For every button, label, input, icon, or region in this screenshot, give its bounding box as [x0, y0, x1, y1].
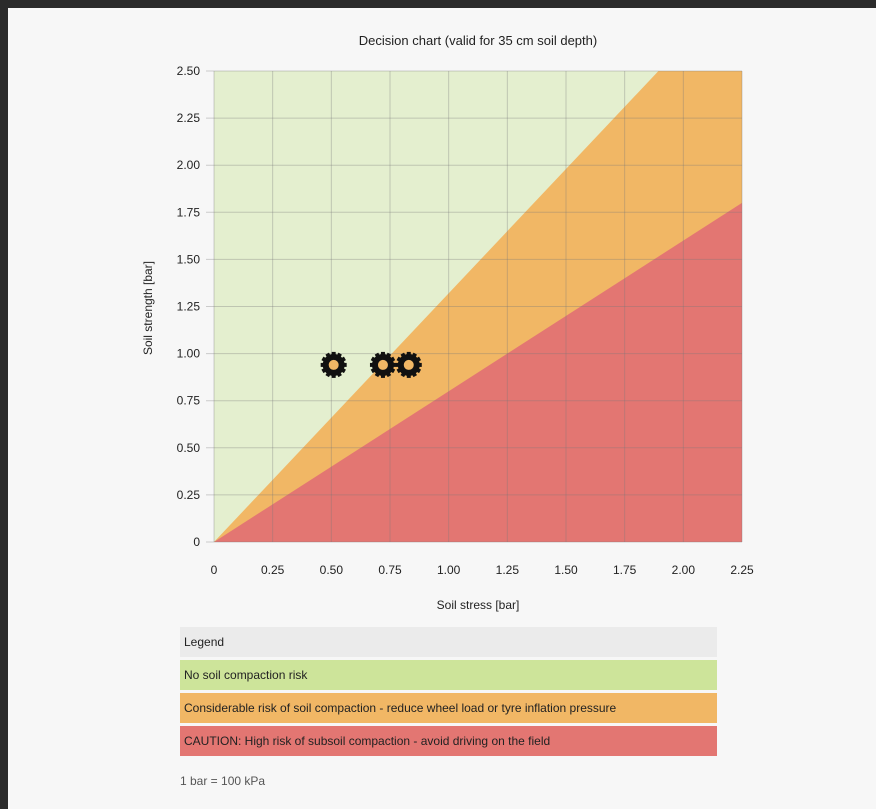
- data-point-tread: [374, 352, 381, 359]
- data-point-tread: [396, 356, 402, 363]
- data-point-tread: [340, 367, 346, 374]
- x-tick-label: 1.75: [613, 563, 637, 577]
- legend-header: Legend: [180, 627, 717, 657]
- data-point-tread: [400, 371, 407, 378]
- x-tick-label: 1.00: [437, 563, 461, 577]
- y-tick-label: 2.00: [177, 158, 201, 172]
- grid-lines: [206, 70, 743, 543]
- data-point-tread: [380, 373, 385, 378]
- data-point-tread: [395, 362, 400, 367]
- legend-row-no-risk: No soil compaction risk: [180, 660, 717, 690]
- data-point: [369, 351, 396, 378]
- data-point-tread: [325, 371, 331, 378]
- y-tick-label: 0.50: [177, 441, 201, 455]
- data-point-tread: [336, 371, 342, 378]
- risk-regions: [214, 71, 742, 542]
- legend-row-high-risk: CAUTION: High risk of subsoil compaction…: [180, 726, 717, 756]
- chart-title: Decision chart (valid for 35 cm soil dep…: [359, 33, 597, 48]
- data-point: [320, 351, 347, 378]
- x-tick-label: 1.25: [496, 563, 520, 577]
- x-tick-label: 0: [211, 563, 218, 577]
- window-frame-left: [0, 0, 8, 809]
- data-point-tread: [389, 356, 396, 363]
- data-point-tread: [380, 351, 385, 356]
- y-tick-label: 0: [193, 535, 200, 549]
- data-point-tread: [325, 352, 331, 359]
- data-point-tread: [385, 352, 392, 359]
- data-point-tread: [406, 351, 411, 356]
- y-axis-ticks: 0 0.25 0.50 0.75 1.00 1.25 1.50 1.75 2.00 2.25 2.5…: [177, 64, 201, 549]
- x-tick-label: 2.25: [730, 563, 754, 577]
- y-tick-label: 0.25: [177, 488, 201, 502]
- data-point: [395, 351, 422, 378]
- data-point-tread: [406, 373, 411, 378]
- data-point-tread: [331, 373, 336, 378]
- data-point-tread: [415, 356, 422, 363]
- y-tick-label: 0.75: [177, 394, 201, 408]
- data-point-tread: [321, 356, 327, 363]
- data-point-tread: [331, 351, 336, 356]
- x-tick-label: 0.75: [378, 563, 402, 577]
- data-point-hub: [328, 359, 339, 370]
- data-point-tread: [417, 362, 422, 367]
- y-tick-label: 1.75: [177, 205, 201, 219]
- window-frame-top: [0, 0, 876, 8]
- data-point-hub: [403, 359, 414, 370]
- data-point-tread: [370, 356, 377, 363]
- y-tick-label: 1.25: [177, 300, 201, 314]
- x-axis-ticks: 0 0.25 0.50 0.75 1.00 1.25 1.50 1.75 2.00 2.25: [211, 563, 754, 577]
- y-tick-label: 1.50: [177, 252, 201, 266]
- data-point-tread: [340, 356, 346, 363]
- data-points: [320, 351, 422, 378]
- x-tick-label: 0.25: [261, 563, 285, 577]
- y-tick-label: 1.00: [177, 347, 201, 361]
- x-tick-label: 0.50: [320, 563, 344, 577]
- data-point-tread: [385, 371, 392, 378]
- data-point-tread: [396, 367, 402, 374]
- y-tick-label: 2.25: [177, 111, 201, 125]
- data-point-tread: [321, 367, 327, 374]
- legend-table: Legend No soil compaction risk Considera…: [180, 627, 717, 759]
- unit-note: 1 bar = 100 kPa: [180, 774, 266, 788]
- decision-chart: 0 0.25 0.50 0.75 1.00 1.25 1.50 1.75 2.00 2.25 00…: [141, 33, 754, 612]
- data-point-tread: [400, 352, 407, 359]
- y-axis-label: Soil strength [bar]: [141, 261, 155, 355]
- data-point-hub: [377, 359, 388, 370]
- data-point-tread: [411, 352, 418, 359]
- y-tick-label: 2.50: [177, 64, 201, 78]
- data-point-tread: [415, 367, 422, 374]
- data-point-tread: [370, 367, 377, 374]
- x-tick-label: 1.50: [554, 563, 578, 577]
- region-high-risk: [214, 202, 742, 542]
- data-point-tread: [336, 352, 342, 359]
- data-point-tread: [411, 371, 418, 378]
- data-point-tread: [342, 362, 347, 367]
- x-tick-label: 2.00: [672, 563, 696, 577]
- data-point-tread: [320, 362, 325, 367]
- x-axis-label: Soil stress [bar]: [437, 598, 520, 612]
- legend-row-considerable-risk: Considerable risk of soil compaction - r…: [180, 693, 717, 723]
- data-point-tread: [391, 362, 396, 367]
- data-point-tread: [369, 362, 374, 367]
- data-point-tread: [389, 367, 396, 374]
- data-point-tread: [374, 371, 381, 378]
